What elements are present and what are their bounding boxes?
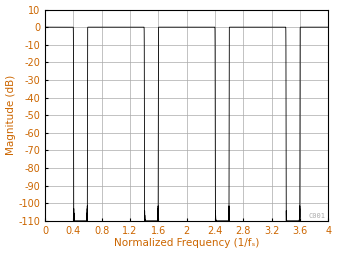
Text: C001: C001: [309, 213, 326, 219]
Y-axis label: Magnitude (dB): Magnitude (dB): [5, 75, 16, 155]
X-axis label: Normalized Frequency (1/fₛ): Normalized Frequency (1/fₛ): [114, 239, 259, 248]
